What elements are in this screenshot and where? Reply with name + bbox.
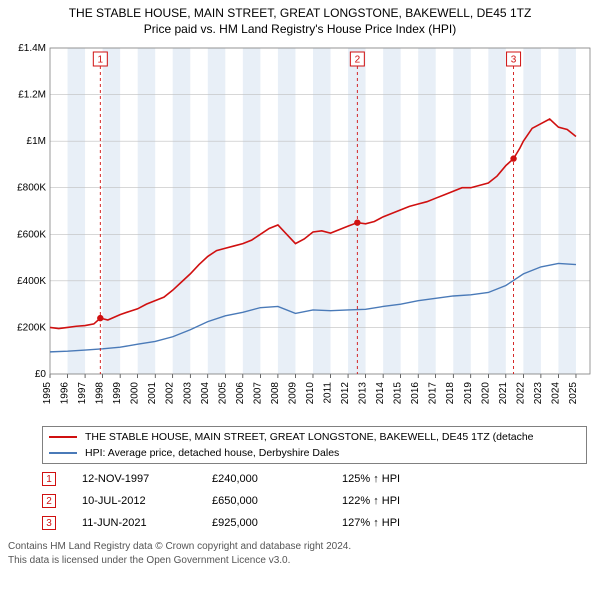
svg-text:2017: 2017 [428, 382, 439, 405]
sale-marker-icon: 3 [42, 516, 56, 530]
legend-box: THE STABLE HOUSE, MAIN STREET, GREAT LON… [42, 426, 587, 464]
legend-row-blue: HPI: Average price, detached house, Derb… [49, 445, 580, 461]
svg-text:2015: 2015 [393, 382, 404, 405]
sales-list: 1 12-NOV-1997 £240,000 125% ↑ HPI 2 10-J… [42, 468, 587, 534]
svg-text:2021: 2021 [498, 382, 509, 405]
svg-text:2011: 2011 [323, 382, 334, 404]
attribution-line2: This data is licensed under the Open Gov… [8, 554, 592, 568]
svg-text:2024: 2024 [550, 382, 561, 405]
svg-text:2010: 2010 [305, 382, 316, 405]
svg-text:£1.4M: £1.4M [18, 43, 46, 54]
svg-text:£1M: £1M [27, 136, 46, 147]
svg-text:2016: 2016 [410, 382, 421, 405]
svg-text:2005: 2005 [217, 382, 228, 405]
sale-price: £925,000 [212, 517, 342, 529]
legend-swatch-blue [49, 452, 77, 454]
sale-hpi: 122% ↑ HPI [342, 495, 462, 507]
title-block: THE STABLE HOUSE, MAIN STREET, GREAT LON… [4, 6, 596, 36]
legend-label-red: THE STABLE HOUSE, MAIN STREET, GREAT LON… [85, 431, 534, 443]
attribution-line1: Contains HM Land Registry data © Crown c… [8, 540, 592, 554]
sale-price: £650,000 [212, 495, 342, 507]
svg-text:£1.2M: £1.2M [18, 90, 46, 101]
price-chart-svg: £0 £200K £400K £600K £800K £1M £1.2M £1.4M 1995 1… [4, 42, 596, 422]
svg-text:2012: 2012 [340, 382, 351, 405]
legend-row-red: THE STABLE HOUSE, MAIN STREET, GREAT LON… [49, 429, 580, 445]
sale-hpi: 125% ↑ HPI [342, 473, 462, 485]
sale-row: 2 10-JUL-2012 £650,000 122% ↑ HPI [42, 490, 587, 512]
chart-area: £0 £200K £400K £600K £800K £1M £1.2M £1.4M 1995 1… [4, 42, 596, 422]
sale-marker-icon: 1 [42, 472, 56, 486]
svg-text:2008: 2008 [270, 382, 281, 405]
svg-text:2019: 2019 [463, 382, 474, 405]
svg-text:2009: 2009 [287, 382, 298, 405]
chart-title-main: THE STABLE HOUSE, MAIN STREET, GREAT LON… [4, 6, 596, 20]
svg-text:2023: 2023 [533, 382, 544, 405]
svg-text:1995: 1995 [42, 382, 53, 405]
sale-date: 10-JUL-2012 [82, 495, 212, 507]
svg-text:£0: £0 [35, 369, 47, 380]
sale-hpi: 127% ↑ HPI [342, 517, 462, 529]
svg-text:3: 3 [511, 55, 517, 66]
svg-text:2018: 2018 [445, 382, 456, 405]
svg-text:£800K: £800K [17, 183, 46, 194]
legend-label-blue: HPI: Average price, detached house, Derb… [85, 447, 339, 459]
svg-text:£600K: £600K [17, 229, 46, 240]
svg-text:2002: 2002 [165, 382, 176, 405]
svg-text:2001: 2001 [147, 382, 158, 405]
svg-text:2025: 2025 [568, 382, 579, 405]
legend-swatch-red [49, 436, 77, 438]
svg-text:1998: 1998 [95, 382, 106, 405]
svg-text:2020: 2020 [480, 382, 491, 405]
sale-marker-icon: 2 [42, 494, 56, 508]
svg-text:2013: 2013 [358, 382, 369, 405]
sale-date: 12-NOV-1997 [82, 473, 212, 485]
svg-text:2000: 2000 [130, 382, 141, 405]
svg-text:2006: 2006 [235, 382, 246, 405]
svg-text:2: 2 [355, 55, 361, 66]
attribution-text: Contains HM Land Registry data © Crown c… [8, 540, 592, 567]
page-container: THE STABLE HOUSE, MAIN STREET, GREAT LON… [0, 0, 600, 571]
svg-text:1: 1 [98, 55, 104, 66]
svg-text:1996: 1996 [60, 382, 71, 405]
sale-price: £240,000 [212, 473, 342, 485]
svg-text:£400K: £400K [17, 276, 46, 287]
svg-text:1997: 1997 [77, 382, 88, 405]
chart-title-sub: Price paid vs. HM Land Registry's House … [4, 22, 596, 36]
svg-text:2022: 2022 [515, 382, 526, 405]
sale-row: 3 11-JUN-2021 £925,000 127% ↑ HPI [42, 512, 587, 534]
svg-text:2004: 2004 [200, 382, 211, 405]
svg-text:2014: 2014 [375, 382, 386, 405]
svg-text:2007: 2007 [252, 382, 263, 405]
sale-row: 1 12-NOV-1997 £240,000 125% ↑ HPI [42, 468, 587, 490]
svg-text:2003: 2003 [182, 382, 193, 405]
sale-date: 11-JUN-2021 [82, 517, 212, 529]
svg-text:1999: 1999 [112, 382, 123, 405]
svg-text:£200K: £200K [17, 322, 46, 333]
